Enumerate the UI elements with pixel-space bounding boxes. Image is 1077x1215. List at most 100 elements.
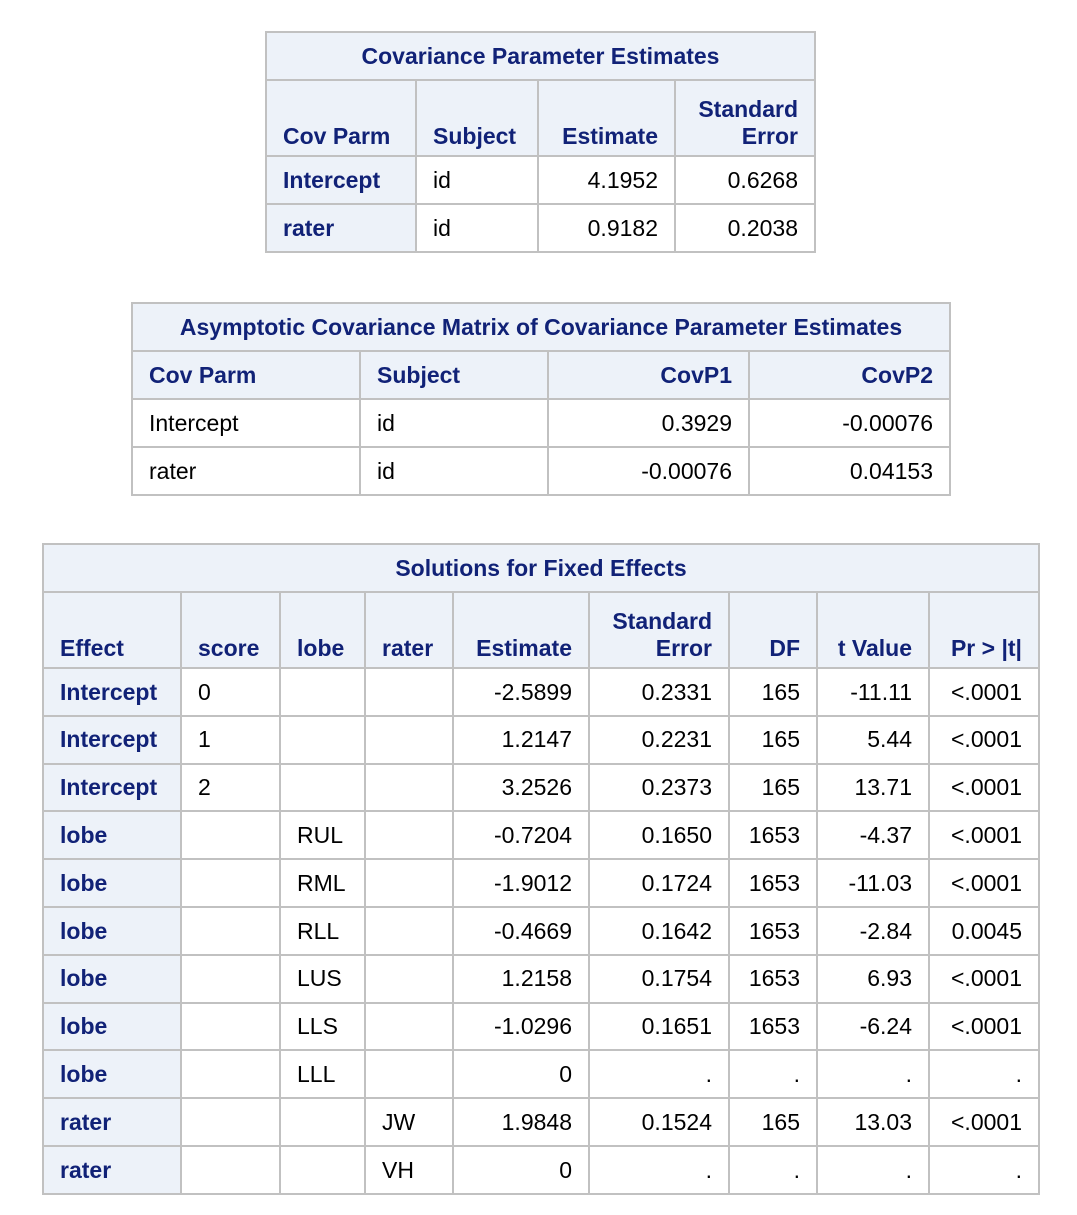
table-cell: JW (364, 1097, 454, 1147)
table-title: Solutions for Fixed Effects (42, 543, 1040, 593)
table-cell: 0.1754 (588, 953, 730, 1004)
table-cell: 1653 (728, 858, 818, 908)
row-header-cell: lobe (42, 810, 182, 861)
table-cell: 13.03 (816, 1097, 930, 1147)
row-header-cell: lobe (42, 1001, 182, 1052)
table-cell: <.0001 (928, 762, 1040, 813)
table-cell: 0.1724 (588, 858, 730, 908)
column-header: Pr > |t| (928, 591, 1040, 669)
table-row: Intercept id 4.1952 0.6268 (265, 155, 816, 205)
table-cell: -1.9012 (452, 858, 590, 908)
table-cell: 0 (452, 1144, 590, 1195)
column-header: lobe (279, 591, 366, 669)
table-row: lobe LLL 0.... (42, 1049, 1040, 1100)
table-cell (279, 1097, 366, 1147)
table-cell (180, 1144, 281, 1195)
table-cell (364, 905, 454, 956)
row-header-cell: lobe (42, 1049, 182, 1100)
table-cell (279, 762, 366, 813)
table-cell (364, 667, 454, 717)
row-header-cell: rater (42, 1097, 182, 1147)
table-cell: 0.0045 (928, 905, 1040, 956)
table-cell: 0.2231 (588, 714, 730, 765)
table-row: Intercept 0 -2.5899 0.2331 165 -11.11 <.0001 (42, 667, 1040, 717)
table-row: rater id -0.00076 0.04153 (131, 446, 951, 496)
table-cell: 0.2331 (588, 667, 730, 717)
table-header: Asymptotic Covariance Matrix of Covarian… (131, 302, 951, 400)
header-row: Effect score lobe rater Estimate Standard Erro… (42, 591, 1040, 669)
row-header-cell: lobe (42, 953, 182, 1004)
column-header: Standard Error (674, 79, 816, 157)
table-body: Intercept id 0.3929 -0.00076 rater id -0.00076… (131, 398, 951, 496)
table-cell: . (728, 1144, 818, 1195)
column-header: Cov Parm (131, 350, 361, 400)
table-row: rater id 0.9182 0.2038 (265, 203, 816, 253)
table-row: lobe RML -1.9012 0.1724 1653 -11.03 <.0001 (42, 858, 1040, 908)
table-cell (364, 858, 454, 908)
table-row: rater JW 1.9848 0.1524 165 13.03 <.0001 (42, 1097, 1040, 1147)
table-cell: 1 (180, 714, 281, 765)
column-header: Effect (42, 591, 182, 669)
table-cell: 165 (728, 1097, 818, 1147)
table-cell: 0.2373 (588, 762, 730, 813)
table-cell: LLS (279, 1001, 366, 1052)
table-cell (364, 1049, 454, 1100)
table-cell: 0.04153 (748, 446, 951, 496)
table-cell: LLL (279, 1049, 366, 1100)
table-cell: <.0001 (928, 714, 1040, 765)
table-cell: -0.7204 (452, 810, 590, 861)
column-header: Estimate (537, 79, 676, 157)
table-cell: 0.1651 (588, 1001, 730, 1052)
table-cell: 0.1524 (588, 1097, 730, 1147)
column-header: score (180, 591, 281, 669)
row-header-cell: Intercept (42, 762, 182, 813)
table-cell: <.0001 (928, 1001, 1040, 1052)
table-cell (364, 762, 454, 813)
table-cell: <.0001 (928, 858, 1040, 908)
table-title: Asymptotic Covariance Matrix of Covarian… (131, 302, 951, 352)
table-cell (364, 810, 454, 861)
row-header-cell: Intercept (42, 714, 182, 765)
table-row: lobe RLL -0.4669 0.1642 1653 -2.84 0.0045 (42, 905, 1040, 956)
table-cell: -2.84 (816, 905, 930, 956)
table-cell: <.0001 (928, 810, 1040, 861)
table-cell: 4.1952 (537, 155, 676, 205)
table-cell: -11.11 (816, 667, 930, 717)
table-cell: 0 (452, 1049, 590, 1100)
row-header-cell: rater (265, 203, 417, 253)
table-cell: 0.9182 (537, 203, 676, 253)
table-row: Intercept id 0.3929 -0.00076 (131, 398, 951, 448)
column-header: CovP2 (748, 350, 951, 400)
table-cell: 0 (180, 667, 281, 717)
table-cell: VH (364, 1144, 454, 1195)
table-cell: 1653 (728, 953, 818, 1004)
table-cell (364, 953, 454, 1004)
table-cell: . (816, 1144, 930, 1195)
table-cell: RLL (279, 905, 366, 956)
row-header-cell: lobe (42, 905, 182, 956)
table-cell (279, 667, 366, 717)
column-header: Subject (415, 79, 539, 157)
table-cell: <.0001 (928, 667, 1040, 717)
table-row: Intercept 1 1.2147 0.2231 165 5.44 <.0001 (42, 714, 1040, 765)
table-row: lobe LUS 1.2158 0.1754 1653 6.93 <.0001 (42, 953, 1040, 1004)
table-cell: 13.71 (816, 762, 930, 813)
table-cell: 1653 (728, 810, 818, 861)
row-header-cell: Intercept (265, 155, 417, 205)
row-header-cell: rater (42, 1144, 182, 1195)
table-cell: 1.9848 (452, 1097, 590, 1147)
table-cell (180, 905, 281, 956)
table-cell: 2 (180, 762, 281, 813)
table-cell (180, 1001, 281, 1052)
table-cell (279, 1144, 366, 1195)
table-header: Covariance Parameter Estimates Cov Parm Su… (265, 31, 816, 157)
table-cell: id (415, 203, 539, 253)
table-cell: -11.03 (816, 858, 930, 908)
table-body: Intercept id 4.1952 0.6268 rater id 0.9182 0.20… (265, 155, 816, 253)
table-cell: . (928, 1049, 1040, 1100)
table-cell: 1.2158 (452, 953, 590, 1004)
table-cell: RML (279, 858, 366, 908)
table-cell: -1.0296 (452, 1001, 590, 1052)
table-body: Intercept 0 -2.5899 0.2331 165 -11.11 <.0001 In… (42, 667, 1040, 1195)
table-cell: RUL (279, 810, 366, 861)
